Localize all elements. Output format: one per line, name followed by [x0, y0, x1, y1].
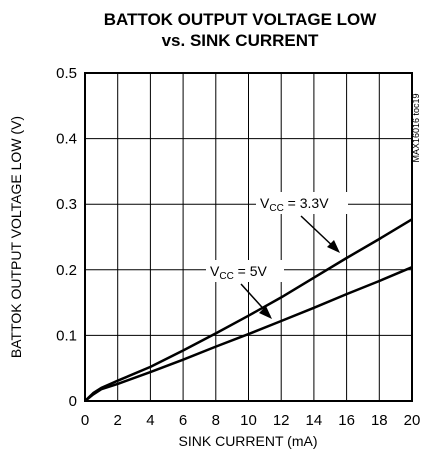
x-tick-label-8: 16: [338, 412, 355, 429]
y-tick-label-3: 0.3: [56, 196, 77, 213]
x-tick-label-10: 20: [404, 412, 421, 429]
figure-code: MAX16016 toc19: [411, 93, 421, 162]
chart-title-line2: vs. SINK CURRENT: [162, 31, 319, 50]
x-tick-labels: 0 2 4 6 8 10 12 14 16 18 20: [81, 412, 421, 429]
y-tick-label-5: 0.5: [56, 65, 77, 82]
annotation-vcc-3v3-rest: = 3.3V: [284, 195, 329, 211]
grid: [85, 73, 412, 401]
x-tick-label-5: 10: [240, 412, 257, 429]
chart-title-line1: BATTOK OUTPUT VOLTAGE LOW: [104, 10, 378, 29]
annotation-vcc-3v3-sub: CC: [269, 203, 283, 214]
y-tick-label-2: 0.2: [56, 262, 77, 279]
x-tick-label-2: 4: [146, 412, 154, 429]
series-line-1: [84, 266, 413, 402]
annotation-vcc-5v: VCC = 5V: [206, 260, 284, 319]
x-tick-label-7: 14: [306, 412, 323, 429]
x-axis-label: SINK CURRENT (mA): [179, 433, 318, 449]
x-tick-label-6: 12: [273, 412, 290, 429]
svg-text:VCC = 5V: VCC = 5V: [210, 263, 268, 282]
series-lines: [84, 218, 413, 402]
x-tick-label-1: 2: [114, 412, 122, 429]
y-tick-label-0: 0: [69, 393, 77, 410]
annotation-vcc-5v-sub: CC: [219, 271, 233, 282]
y-tick-labels: 0 0.1 0.2 0.3 0.4 0.5: [56, 65, 77, 410]
svg-text:VCC = 3.3V: VCC = 3.3V: [260, 195, 329, 214]
plot-frame: [84, 72, 413, 402]
y-tick-label-1: 0.1: [56, 327, 77, 344]
annotation-vcc-3v3: VCC = 3.3V: [256, 192, 348, 253]
annotation-vcc-5v-rest: = 5V: [234, 263, 268, 279]
x-tick-label-0: 0: [81, 412, 89, 429]
annotation-vcc-3v3-main: V: [260, 195, 270, 211]
annotation-vcc-5v-main: V: [210, 263, 220, 279]
x-tick-label-9: 18: [371, 412, 388, 429]
x-tick-label-3: 6: [179, 412, 187, 429]
y-tick-label-4: 0.4: [56, 131, 77, 148]
x-tick-label-4: 8: [212, 412, 220, 429]
y-axis-label: BATTOK OUTPUT VOLTAGE LOW (V): [8, 116, 24, 358]
